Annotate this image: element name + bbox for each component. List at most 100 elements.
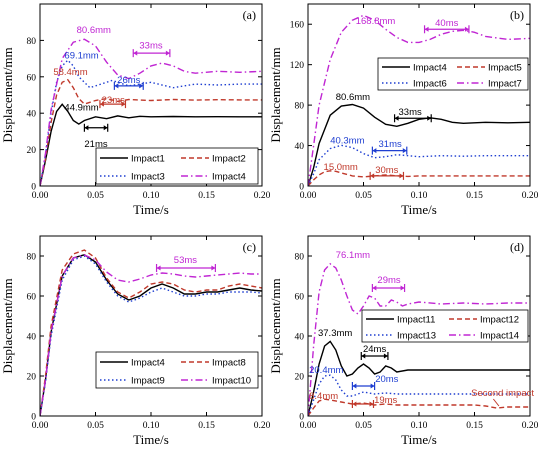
series-line-impact10	[40, 254, 262, 416]
legend-label: Impact13	[397, 331, 436, 342]
y-axis-label: Displacement/mm	[0, 47, 15, 142]
legend-label: Impact4	[212, 172, 246, 183]
interval-arrowhead	[84, 125, 89, 131]
legend-label: Impact14	[480, 331, 519, 342]
y-axis-label: Displacement/mm	[268, 278, 283, 373]
interval-arrowhead	[370, 173, 375, 179]
series-line-impact7	[308, 14, 530, 186]
panel-label: (a)	[243, 8, 256, 22]
legend-box	[377, 57, 529, 91]
x-tick-label: 0.20	[254, 191, 271, 201]
annotation-label: 31ms	[379, 139, 402, 150]
legend-label: Impact5	[488, 63, 522, 74]
annotation-label: 168.8mm	[356, 16, 396, 27]
series-line-impact6	[308, 144, 530, 186]
y-tick-label: 0	[299, 183, 304, 193]
y-tick-label: 20	[295, 373, 305, 383]
y-tick-label: 160	[290, 21, 305, 31]
x-tick-label: 0.20	[522, 421, 539, 431]
interval-arrowhead	[99, 101, 104, 107]
legend-label: Impact9	[131, 376, 165, 387]
panel-4: 0.00 0.05 0.10 0.15 0.20 0 20 40 60 80 Time/s Displ…	[268, 235, 539, 447]
panel-label: (b)	[510, 8, 524, 22]
annotation-label: 37.3mm	[318, 328, 352, 339]
x-tick-label: 0.00	[32, 421, 49, 431]
interval-arrowhead	[352, 401, 357, 407]
interval-arrowhead	[352, 383, 357, 389]
y-tick-label: 80	[27, 37, 37, 47]
x-tick-label: 0.10	[143, 191, 160, 201]
y-tick-label: 40	[295, 333, 305, 343]
x-tick-label: 0.10	[143, 421, 160, 431]
annotation-label: 26ms	[117, 75, 140, 86]
annotation-label: 58.4mm	[53, 67, 87, 78]
legend-label: Impact10	[212, 376, 251, 387]
x-tick-label: 0.05	[87, 191, 104, 201]
legend-label: Impact12	[480, 315, 519, 326]
legend-label: Impact2	[212, 154, 246, 165]
legend-label: Impact3	[131, 172, 165, 183]
x-tick-label: 0.05	[87, 421, 104, 431]
series-line-impact9	[40, 255, 262, 416]
interval-arrowhead	[427, 115, 432, 121]
annotation-label: 80.6mm	[77, 25, 111, 36]
interval-arrowhead	[369, 401, 374, 407]
legend-label: Impact4	[131, 358, 165, 369]
annotation-label: 24ms	[363, 344, 386, 355]
interval-arrowhead	[394, 115, 399, 121]
annotation-label: 33ms	[399, 107, 422, 118]
annotation-label: 21ms	[84, 139, 107, 150]
series-line-impact1	[40, 103, 262, 186]
legend-box	[95, 351, 259, 389]
legend-label: Impact1	[131, 154, 165, 165]
annotation-label: 19ms	[374, 395, 397, 406]
series-line-impact14	[308, 262, 530, 416]
plot-frame	[39, 235, 263, 417]
series-line-impact4	[308, 103, 530, 186]
series-line-impact8	[40, 249, 262, 416]
interval-arrowhead	[383, 353, 388, 359]
y-tick-label: 60	[27, 293, 37, 303]
x-axis-label: Time/s	[133, 202, 169, 217]
annotation-label: 20.4mm	[309, 365, 343, 376]
y-tick-label: 20	[27, 146, 37, 156]
interval-arrowhead	[402, 148, 407, 154]
y-tick-label: 40	[295, 142, 305, 152]
x-tick-label: 0.05	[355, 421, 372, 431]
x-tick-label: 0.00	[300, 191, 317, 201]
panel-label: (d)	[510, 240, 524, 254]
y-tick-label: 80	[295, 253, 305, 263]
annotation-label: 44.9mm	[64, 102, 98, 113]
y-axis-label: Displacement/mm	[268, 47, 283, 142]
interval-arrowhead	[103, 125, 108, 131]
interval-arrowhead	[211, 265, 216, 271]
series-line-impact12	[308, 398, 530, 416]
annotation-label: 15.0mm	[324, 162, 358, 173]
interval-arrowhead	[361, 353, 366, 359]
series-line-impact4	[40, 38, 262, 186]
y-tick-label: 60	[27, 73, 37, 83]
interval-arrowhead	[114, 83, 119, 89]
annotation-label: 20ms	[375, 374, 398, 385]
y-tick-label: 120	[290, 61, 305, 71]
interval-arrowhead	[165, 50, 170, 56]
y-tick-label: 20	[27, 373, 37, 383]
legend-box	[95, 147, 259, 185]
annotation-label: 40.3mm	[330, 136, 364, 147]
legend-label: Impact7	[488, 79, 522, 90]
y-axis-label: Displacement/mm	[0, 278, 15, 373]
annotation-label: 8.4mm	[309, 391, 338, 402]
x-tick-label: 0.20	[254, 421, 271, 431]
y-tick-label: 0	[31, 183, 36, 193]
annotation-label: 80.6mm	[336, 92, 370, 103]
x-tick-label: 0.00	[300, 421, 317, 431]
interval-arrowhead	[133, 50, 138, 56]
x-tick-label: 0.15	[198, 421, 215, 431]
series-line-impact11	[308, 340, 530, 416]
x-axis-label: Time/s	[133, 432, 169, 447]
x-tick-label: 0.15	[198, 191, 215, 201]
panel-label: (c)	[243, 240, 256, 254]
interval-arrowhead	[370, 383, 375, 389]
panel-3: 0.00 0.05 0.10 0.15 0.20 0 20 40 60 80 Time/s Displ…	[0, 235, 271, 447]
